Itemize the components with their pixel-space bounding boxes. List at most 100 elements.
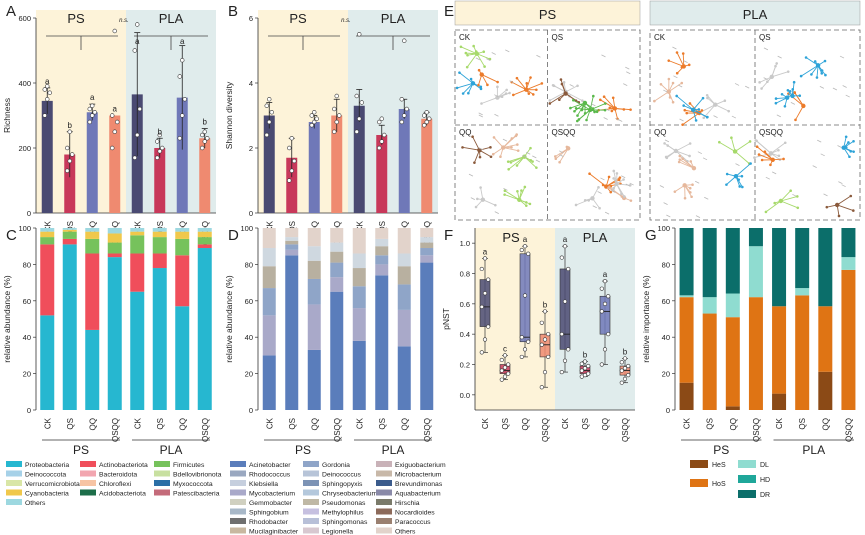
network-edge bbox=[573, 99, 591, 111]
network-edge bbox=[763, 47, 769, 51]
bar-PS-QQ bbox=[86, 112, 98, 213]
bar-PS-QSQQ bbox=[331, 115, 343, 213]
network-edge bbox=[508, 156, 525, 170]
segment-HeS bbox=[818, 371, 833, 410]
network-edge bbox=[592, 205, 597, 209]
network-edge bbox=[820, 153, 825, 157]
data-point bbox=[87, 106, 92, 112]
network-edge bbox=[468, 173, 474, 177]
data-point bbox=[479, 266, 484, 272]
sig-letter: b bbox=[158, 127, 163, 136]
segment-HoS bbox=[772, 306, 787, 394]
segment-Firmicutes bbox=[85, 238, 100, 254]
segment-Acinetobacter bbox=[352, 340, 366, 410]
segment-DR bbox=[702, 228, 717, 298]
x-tick-label: QQ bbox=[729, 418, 738, 430]
network-edge bbox=[569, 84, 574, 87]
data-point bbox=[65, 168, 70, 173]
y-tick-label: 60 bbox=[245, 297, 253, 306]
legend-label: Bacteroidota bbox=[99, 472, 137, 479]
network-edge bbox=[780, 190, 792, 202]
y-tick-label: 100 bbox=[18, 224, 31, 233]
network-edge bbox=[780, 195, 798, 202]
network-edge bbox=[841, 184, 846, 188]
y-axis-label: pNST bbox=[441, 308, 451, 330]
network-node bbox=[471, 135, 474, 139]
x-tick-label: QS bbox=[581, 418, 590, 430]
network-node bbox=[491, 152, 495, 156]
x-tick-label: QS bbox=[706, 418, 715, 430]
network-edge bbox=[589, 103, 606, 111]
legend-swatch bbox=[154, 461, 170, 467]
network-node bbox=[576, 84, 579, 88]
network-node bbox=[515, 133, 518, 136]
y-tick-label: 200 bbox=[18, 144, 31, 153]
network-hub-node bbox=[587, 107, 593, 113]
data-point bbox=[292, 158, 297, 164]
network-edge bbox=[819, 86, 825, 89]
segment-Mycobacterium bbox=[375, 264, 389, 276]
network-header bbox=[649, 0, 861, 26]
y-tick-label: 20 bbox=[23, 370, 31, 379]
segment-Others bbox=[285, 228, 299, 238]
y-tick-label: 2 bbox=[249, 144, 253, 153]
data-point bbox=[582, 359, 588, 364]
legend-swatch bbox=[303, 480, 319, 486]
network-edge bbox=[664, 143, 677, 152]
network-node bbox=[741, 185, 744, 189]
x-tick-label: QSQQ bbox=[621, 418, 630, 442]
network-node bbox=[749, 162, 752, 165]
network-edge bbox=[668, 82, 683, 93]
y-tick-label: 60 bbox=[23, 297, 31, 306]
network-node bbox=[512, 93, 515, 97]
network-edge bbox=[503, 188, 508, 191]
data-point bbox=[559, 255, 564, 260]
network-hub-node bbox=[517, 197, 522, 202]
x-tick-label: QSQQ bbox=[111, 418, 120, 442]
legend-label: Sphingobium bbox=[249, 510, 289, 517]
network-edge bbox=[591, 103, 596, 107]
segment-Gordonia bbox=[262, 288, 276, 316]
network-node bbox=[689, 160, 693, 163]
sig-letter: a bbox=[135, 37, 140, 46]
data-point bbox=[506, 371, 511, 376]
segment-HoS bbox=[725, 317, 740, 407]
network-node bbox=[529, 146, 532, 150]
network-edge bbox=[623, 83, 628, 87]
y-tick-label: 0.2 bbox=[460, 361, 470, 370]
network-node bbox=[760, 158, 764, 162]
segment-Klebsiella bbox=[330, 242, 344, 252]
data-point bbox=[157, 132, 162, 138]
segment-Proteobacteria bbox=[40, 315, 55, 410]
network-node bbox=[496, 80, 499, 84]
data-point bbox=[526, 339, 531, 344]
segment-Actinobacteriota bbox=[130, 253, 145, 292]
bar-PLA-QSQQ bbox=[421, 118, 433, 213]
data-point bbox=[486, 277, 491, 282]
legend-label: Deinococcota bbox=[25, 472, 66, 479]
network-node bbox=[505, 88, 508, 92]
network-edge bbox=[692, 97, 704, 111]
network-edge bbox=[478, 112, 483, 116]
network-node bbox=[725, 172, 729, 176]
network-node bbox=[507, 167, 510, 171]
x-tick-label: QQ bbox=[88, 221, 97, 233]
data-point bbox=[602, 301, 608, 306]
segment-Rhodococcus bbox=[285, 240, 299, 245]
legend-swatch bbox=[230, 489, 246, 496]
segment-HeS bbox=[679, 382, 694, 410]
network-header bbox=[454, 0, 641, 26]
data-point bbox=[379, 116, 384, 121]
network-node bbox=[588, 172, 591, 176]
data-point bbox=[424, 110, 429, 115]
data-point bbox=[135, 22, 140, 27]
data-point bbox=[502, 353, 508, 358]
network-hub-node bbox=[768, 151, 774, 156]
network-node bbox=[504, 92, 508, 95]
data-point bbox=[132, 155, 137, 160]
network-node bbox=[849, 194, 853, 198]
network-node bbox=[775, 62, 779, 65]
network-edge bbox=[734, 151, 750, 164]
network-node bbox=[753, 156, 756, 159]
network-node bbox=[494, 203, 497, 207]
